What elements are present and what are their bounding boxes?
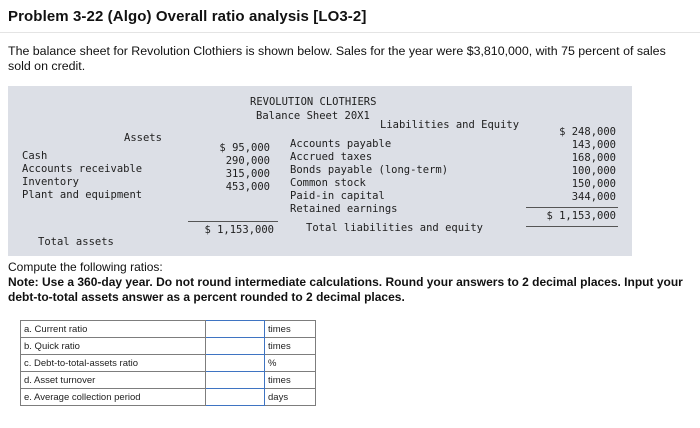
assets-header: Assets	[124, 132, 162, 144]
asset-label: Accounts receivable	[22, 163, 143, 175]
answer-field[interactable]	[206, 338, 264, 354]
liabilities-double-rule	[526, 226, 618, 227]
total-liabilities-label: Total liabilities and equity	[306, 222, 484, 234]
ratio-unit: times	[264, 337, 316, 355]
table-row: c. Debt-to-total-assets ratio %	[20, 354, 316, 372]
ratio-label: c. Debt-to-total-assets ratio	[20, 354, 206, 372]
liability-value: $ 248,000	[559, 126, 616, 138]
current-ratio-input[interactable]	[205, 320, 265, 338]
debt-to-total-assets-input[interactable]	[205, 354, 265, 372]
answer-field[interactable]	[206, 321, 264, 337]
asset-label: Inventory	[22, 176, 79, 188]
liability-label: Bonds payable (long-term)	[290, 164, 449, 176]
answer-field[interactable]	[206, 372, 264, 388]
total-assets-label: Total assets	[38, 236, 114, 248]
instructions-note: Note: Use a 360-day year. Do not round i…	[8, 275, 683, 304]
liability-value: 150,000	[571, 178, 616, 190]
liabilities-header: Liabilities and Equity	[380, 119, 520, 131]
sheet-company: REVOLUTION CLOTHIERS	[250, 96, 377, 108]
problem-intro: The balance sheet for Revolution Clothie…	[8, 44, 666, 73]
liability-labels: Accounts payable Accrued taxes Bonds pay…	[290, 138, 448, 216]
liability-values: $ 248,000 143,000 168,000 100,000 150,00…	[538, 126, 616, 204]
liability-label: Accounts payable	[290, 138, 392, 150]
sheet-subtitle: Balance Sheet 20X1	[256, 110, 370, 122]
ratio-label: a. Current ratio	[20, 320, 206, 338]
liabilities-total-rule	[526, 207, 618, 208]
asset-turnover-input[interactable]	[205, 371, 265, 389]
asset-label: Cash	[22, 150, 48, 162]
table-row: d. Asset turnover times	[20, 371, 316, 389]
table-row: b. Quick ratio times	[20, 337, 316, 355]
asset-value: 290,000	[225, 155, 270, 167]
total-liabilities-value: $ 1,153,000	[546, 210, 616, 222]
answer-field[interactable]	[206, 389, 264, 405]
ratio-unit: days	[264, 388, 316, 406]
liability-label: Common stock	[290, 177, 366, 189]
liability-label: Paid-in capital	[290, 190, 385, 202]
problem-title: Problem 3-22 (Algo) Overall ratio analys…	[8, 8, 367, 25]
liability-value: 100,000	[571, 165, 616, 177]
title-divider	[0, 32, 700, 33]
ratios-table: a. Current ratio times b. Quick ratio ti…	[20, 320, 316, 406]
assets-total-rule	[188, 221, 278, 222]
asset-values: $ 95,000 290,000 315,000 453,000	[208, 142, 270, 194]
ratio-unit: times	[264, 320, 316, 338]
liability-label: Retained earnings	[290, 203, 398, 215]
quick-ratio-input[interactable]	[205, 337, 265, 355]
total-assets-value: $ 1,153,000	[204, 224, 274, 236]
ratio-unit: times	[264, 371, 316, 389]
ratio-label: b. Quick ratio	[20, 337, 206, 355]
liability-value: 143,000	[571, 139, 616, 151]
table-row: a. Current ratio times	[20, 320, 316, 338]
liability-value: 168,000	[571, 152, 616, 164]
ratio-label: d. Asset turnover	[20, 371, 206, 389]
asset-label: Plant and equipment	[22, 189, 143, 201]
answer-field[interactable]	[206, 355, 264, 371]
asset-value: 453,000	[225, 181, 270, 193]
asset-value: $ 95,000	[219, 142, 270, 154]
average-collection-period-input[interactable]	[205, 388, 265, 406]
balance-sheet: REVOLUTION CLOTHIERS Balance Sheet 20X1 …	[8, 86, 632, 256]
table-row: e. Average collection period days	[20, 388, 316, 406]
ratio-label: e. Average collection period	[20, 388, 206, 406]
liability-value: 344,000	[571, 191, 616, 203]
asset-value: 315,000	[225, 168, 270, 180]
ratio-unit: %	[264, 354, 316, 372]
instructions-lead: Compute the following ratios:	[8, 260, 163, 274]
asset-labels: Cash Accounts receivable Inventory Plant…	[22, 150, 142, 202]
instructions: Compute the following ratios: Note: Use …	[8, 260, 694, 305]
liability-label: Accrued taxes	[290, 151, 373, 163]
